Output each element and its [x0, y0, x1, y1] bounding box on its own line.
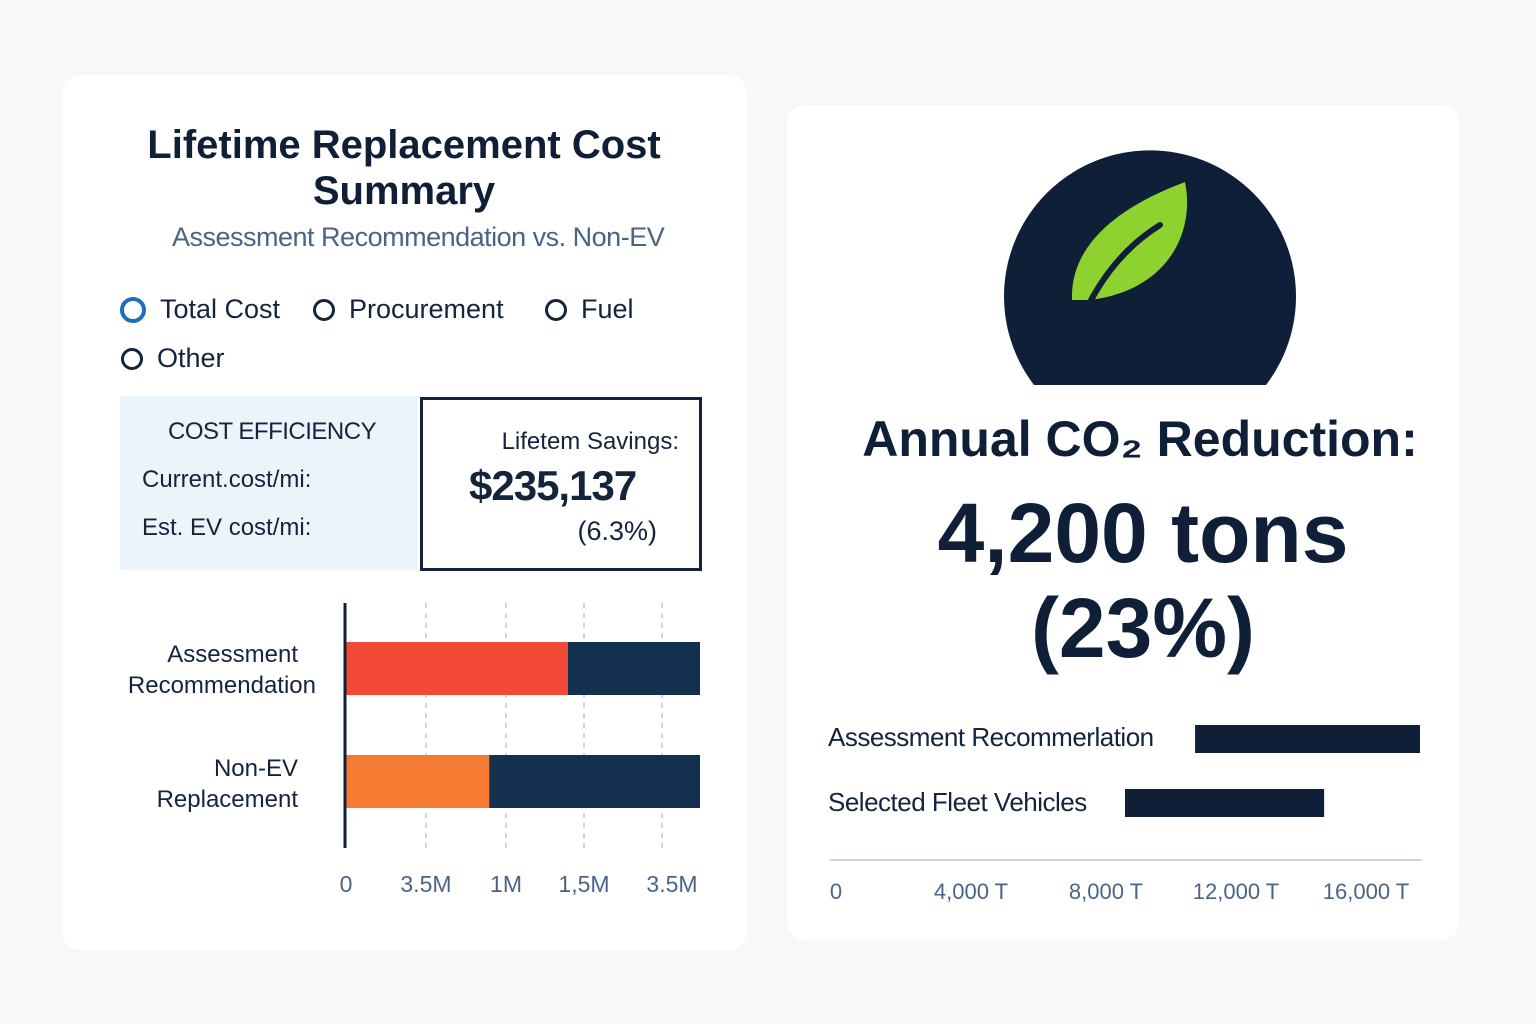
co2-tick-label: 0 [829, 879, 843, 904]
radio-selected-icon [120, 296, 146, 323]
x-tick-label: 1,5M [558, 871, 610, 897]
radio-label: Fuel [581, 294, 634, 324]
bar-non-ev-segment-1 [346, 755, 490, 808]
co2-bar-label: Assessment Recommerlation [828, 722, 1154, 752]
co2-tick-label: 8,000 T [1068, 879, 1144, 904]
co2-percent: (23%) [1030, 581, 1256, 675]
savings-label: Lifetem Savings: [501, 428, 679, 455]
cost-efficiency-heading: COST EFFICIENCY [168, 418, 377, 445]
co2-value: 4,200 tons [937, 486, 1349, 580]
ev-cost-label: Est. EV cost/mi: [142, 514, 312, 541]
lifetime-savings-panel: Lifetem Savings: $235,137 (6.3%) [420, 397, 702, 571]
co2-tick-label: 12,000 T [1192, 879, 1280, 904]
co2-tick-label: 16,000 T [1322, 879, 1410, 904]
radio-label: Total Cost [160, 294, 281, 324]
radio-label: Procurement [349, 294, 504, 324]
page-subtitle: Assessment Recommendation vs. Non-EV [172, 222, 665, 252]
bar-non-ev-segment-2 [489, 755, 700, 808]
radio-total-cost[interactable]: Total Cost [120, 294, 280, 325]
x-tick-label: 1M [490, 871, 522, 897]
savings-value: $235,137 [469, 462, 637, 509]
leaf-badge-icon [1004, 150, 1296, 385]
category-label-non-ev: Non-EV Replacement [156, 755, 298, 813]
radio-label: Other [157, 343, 225, 373]
savings-percent: (6.3%) [577, 516, 657, 546]
co2-heading: Annual CO₂ Reduction: [862, 411, 1418, 467]
co2-tick-label: 4,000 T [933, 879, 1009, 904]
current-cost-label: Current.cost/mi: [142, 466, 312, 493]
radio-icon [313, 298, 335, 321]
page-title-line2: Summary [312, 169, 496, 213]
bar-assessment-segment-2 [567, 642, 700, 695]
category-label-assessment: Assessment Recommendation [127, 641, 316, 699]
radio-other[interactable]: Other [121, 343, 225, 374]
radio-icon [121, 347, 143, 370]
radio-icon [545, 298, 567, 321]
radio-procurement[interactable]: Procurement [313, 294, 504, 325]
co2-bar-1 [1195, 725, 1420, 753]
x-tick-label: 3.5M [646, 871, 698, 897]
co2-bar-label: Selected Fleet Vehicles [828, 787, 1087, 817]
x-tick-label: 3.5M [400, 871, 452, 897]
page-title: Lifetime Replacement Cost [147, 123, 661, 167]
cost-efficiency-panel: COST EFFICIENCY Current.cost/mi: Est. EV… [120, 396, 418, 570]
bar-assessment-segment-1 [346, 642, 568, 695]
co2-bar-2 [1125, 789, 1325, 817]
x-tick-label: 0 [339, 871, 353, 897]
radio-fuel[interactable]: Fuel [545, 294, 634, 325]
